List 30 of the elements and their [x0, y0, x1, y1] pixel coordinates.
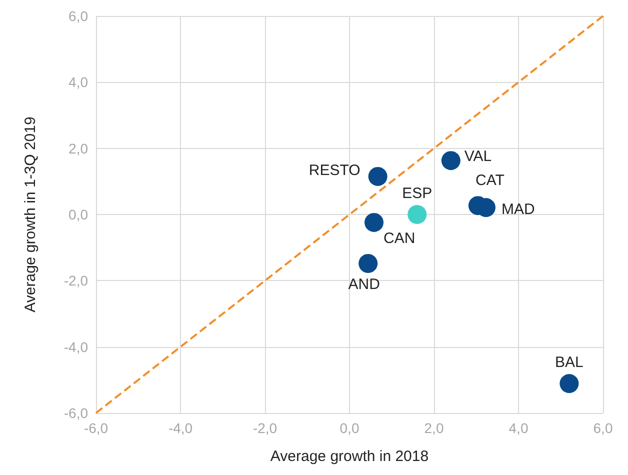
point [358, 254, 378, 273]
series-label: RESTO [308, 162, 360, 179]
point [364, 212, 384, 232]
y-tick-label: -6,0 [64, 405, 88, 421]
point [441, 151, 460, 170]
series-label: MAD [501, 201, 535, 218]
y-tick-label: 0,0 [68, 206, 88, 222]
x-tick-label: -2,0 [252, 420, 278, 436]
y-tick-label: -4,0 [64, 338, 88, 355]
x-axis-title: Average growth in 2018 [270, 448, 429, 465]
series-label: CAN [384, 230, 416, 247]
x-tick-label: -4,0 [168, 420, 193, 436]
y-tick-label: 6,0 [68, 8, 88, 24]
x-tick-label: 4,0 [508, 420, 528, 436]
series-label: AND [348, 276, 380, 293]
x-tick-label: -6,0 [84, 420, 108, 436]
y-axis-title: Average growth in 1-3Q 2019 [22, 116, 39, 312]
point [560, 374, 579, 394]
x-tick-label: 6,0 [593, 420, 613, 436]
y-tick-label: 4,0 [68, 74, 88, 90]
series-label: CAT [475, 172, 504, 190]
y-tick-label: 2,0 [68, 140, 88, 156]
x-tick-label: 2,0 [424, 420, 444, 436]
x-tick-label: 0,0 [340, 420, 360, 436]
point [408, 205, 427, 224]
series-label: BAL [555, 354, 584, 372]
series-label: VAL [464, 148, 492, 166]
series-label: ESP [402, 185, 432, 202]
y-tick-label: -2,0 [64, 272, 88, 289]
point [368, 166, 388, 186]
